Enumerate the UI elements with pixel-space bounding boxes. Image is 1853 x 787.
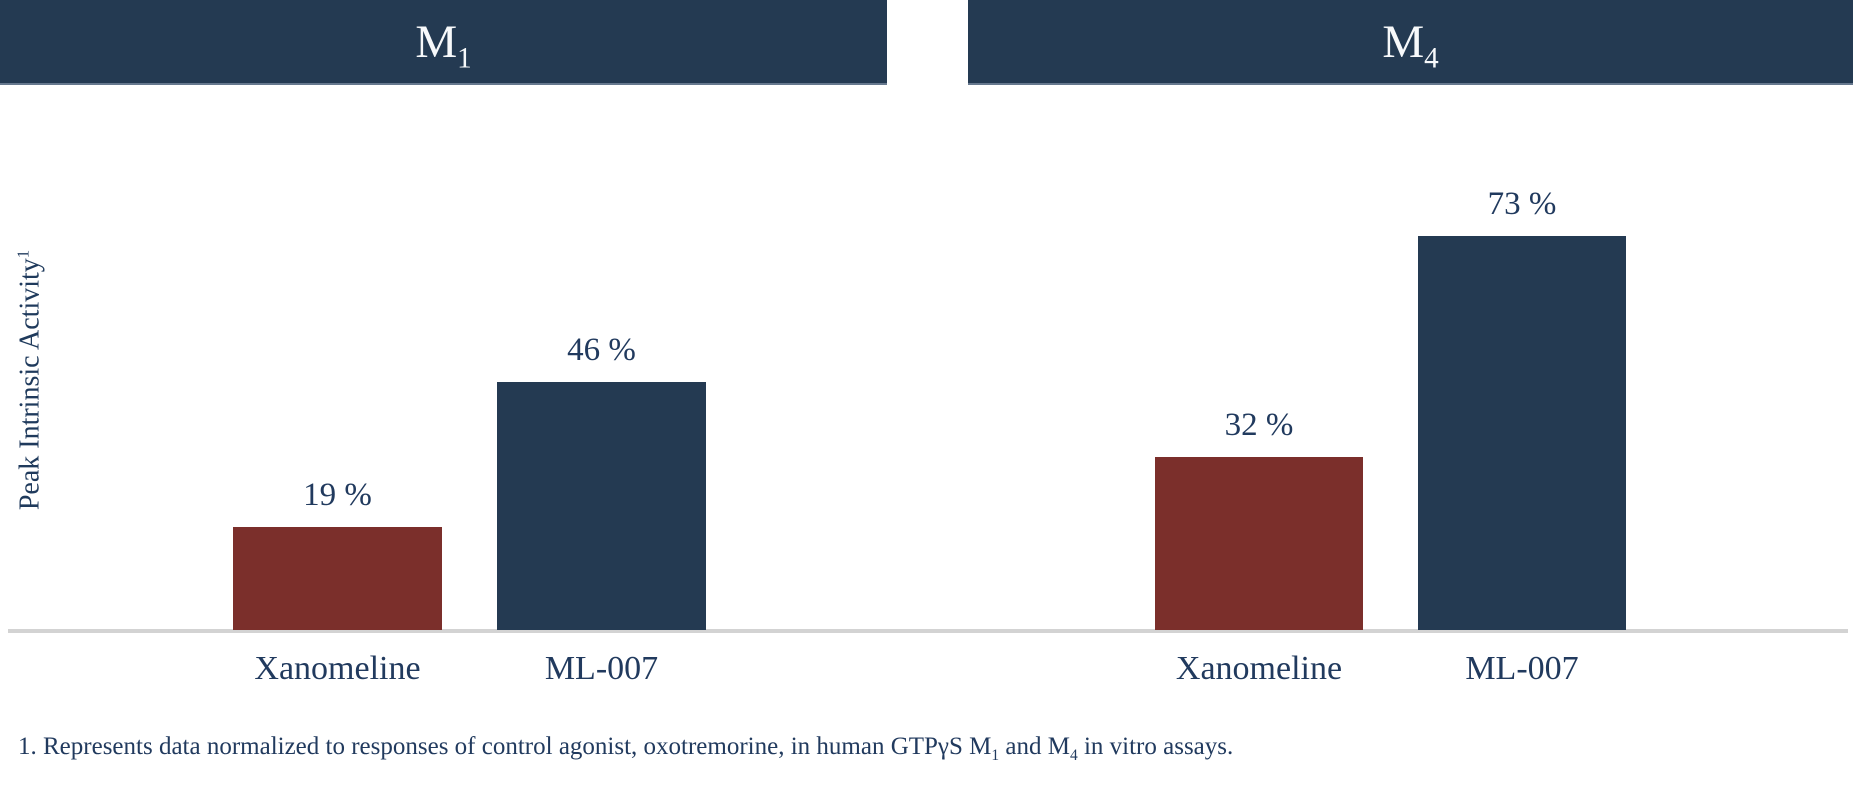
footnote-text-3: in vitro assays.: [1077, 733, 1234, 760]
bar-m1-xanomeline: [233, 527, 442, 630]
bar-group-m1-ml007: 46 %: [497, 332, 706, 630]
bar-group-m4-xanomeline: 32 %: [1155, 407, 1363, 630]
footnote-m1-subscript: 1: [991, 747, 1000, 764]
panel-header-m1-subscript: 1: [457, 41, 472, 74]
panel-header-m1: M1: [0, 0, 887, 85]
panel-header-m1-label: M1: [415, 15, 472, 74]
y-axis-label-superscript: 1: [13, 249, 33, 259]
category-label-m4-xanomeline: Xanomeline: [1175, 650, 1343, 687]
category-label-m1-xanomeline: Xanomeline: [254, 650, 421, 687]
footnote: 1. Represents data normalized to respons…: [18, 733, 1233, 765]
y-axis-label: Peak Intrinsic Activity1: [13, 249, 46, 511]
bar-m4-ml007: [1418, 235, 1626, 630]
category-label-m4-ml007: ML-007: [1465, 650, 1579, 687]
bar-value-label-m4-ml007: 73 %: [1487, 185, 1557, 222]
footnote-text-2: and M: [999, 733, 1070, 760]
bar-group-m4-ml007: 73 %: [1418, 186, 1626, 630]
bar-value-label-m4-xanomeline: 32 %: [1224, 407, 1294, 444]
footnote-text-1: 1. Represents data normalized to respons…: [18, 733, 992, 760]
footnote-m4-subscript: 4: [1069, 747, 1078, 764]
x-axis-line: [8, 629, 1848, 633]
bar-group-m1-xanomeline: 19 %: [233, 477, 442, 630]
panel-header-m4: M4: [968, 0, 1853, 85]
bar-value-label-m1-ml007: 46 %: [567, 331, 636, 368]
bar-m1-ml007: [497, 381, 706, 630]
panel-header-m4-subscript: 4: [1424, 41, 1439, 74]
category-label-m1-ml007: ML-007: [544, 650, 659, 687]
bar-value-label-m1-xanomeline: 19 %: [303, 477, 372, 514]
panel-header-m4-label: M4: [1382, 15, 1439, 74]
bar-m4-xanomeline: [1155, 457, 1363, 630]
